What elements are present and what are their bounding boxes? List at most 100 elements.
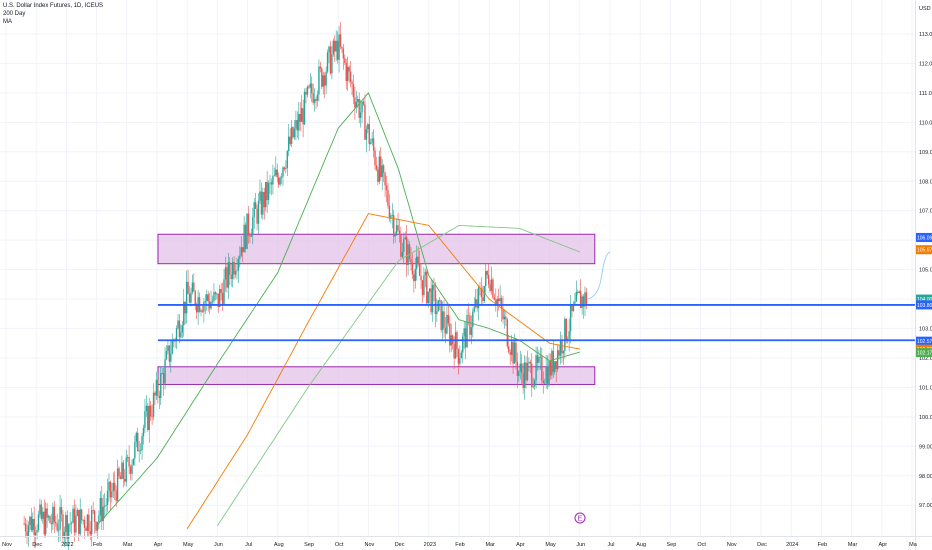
support-resistance-zones[interactable]	[157, 233, 596, 385]
candle-body	[485, 270, 487, 286]
candle-body	[204, 300, 207, 303]
horizontal-levels[interactable]	[158, 304, 915, 342]
candle-body	[368, 124, 370, 144]
candle-body	[171, 340, 173, 354]
candle-body	[49, 516, 51, 523]
chart-legend: U.S. Dollar Index Futures, 1D, ICEUS 200…	[3, 2, 103, 26]
candle-body	[162, 373, 165, 384]
candle-body	[254, 202, 257, 209]
candle-body	[37, 514, 40, 531]
candle-body	[400, 234, 402, 257]
candle-body	[137, 432, 139, 452]
candle-body	[404, 237, 406, 240]
candle-body	[213, 292, 215, 302]
time-tick-label: 2022	[61, 542, 73, 548]
candle-body	[201, 310, 204, 312]
candle-body	[421, 280, 424, 296]
candle-body	[91, 510, 93, 535]
candle-body	[83, 519, 86, 529]
candle-body	[416, 256, 418, 269]
candle-body	[332, 40, 335, 55]
candle-body	[495, 299, 497, 305]
candle-body	[487, 274, 490, 285]
candle-body	[185, 281, 188, 314]
candle-body	[308, 86, 310, 88]
candle-body	[239, 255, 241, 259]
candle-body	[457, 349, 460, 364]
candle-body	[234, 271, 237, 275]
candle-body	[398, 230, 401, 235]
candle-body	[375, 165, 378, 170]
candle-body	[500, 298, 503, 309]
candle-body	[318, 66, 320, 95]
candle-body	[519, 363, 521, 372]
price-label-text: 102.570	[917, 339, 932, 345]
candle-body	[302, 108, 304, 125]
candle-body	[221, 292, 224, 306]
candle-body	[32, 518, 34, 530]
time-tick-label: Feb	[455, 542, 464, 548]
candle-body	[585, 292, 588, 306]
candle-body	[525, 362, 527, 381]
candle-body	[555, 361, 557, 370]
candle-body	[371, 138, 373, 143]
candle-body	[98, 515, 100, 522]
candle-body	[240, 247, 242, 256]
candle-body	[521, 363, 523, 374]
candle-body	[434, 290, 437, 315]
candle-body	[420, 275, 422, 281]
candle-body	[522, 373, 524, 388]
candle-body	[561, 339, 563, 354]
candle-body	[214, 292, 217, 295]
candle-body	[342, 48, 345, 59]
time-tick-label: Mar	[485, 542, 495, 548]
candle-body	[59, 507, 61, 530]
candle-body	[220, 289, 222, 293]
candle-body	[529, 361, 532, 364]
candle-body	[328, 46, 330, 53]
event-marker[interactable]: E	[574, 512, 586, 524]
candle-body	[568, 331, 570, 339]
candle-body	[190, 292, 192, 303]
time-axis[interactable]: Nov Dec 2022 Feb Mar Apr May Jun Jul Aug Sep Oct Nov…	[0, 536, 932, 549]
candle-body	[260, 191, 263, 215]
candle-body	[178, 320, 181, 338]
candle-body	[395, 225, 398, 234]
candle-body	[288, 136, 290, 151]
candle-body	[459, 358, 461, 364]
candle-body	[536, 355, 539, 363]
candle-body	[414, 268, 416, 282]
candle-body	[295, 120, 297, 129]
time-tick-label: Feb	[93, 542, 102, 548]
candle-body	[223, 279, 225, 306]
candle-body	[325, 71, 327, 86]
candle-body	[469, 315, 471, 335]
candle-body	[413, 274, 415, 282]
candle-body	[188, 294, 191, 303]
candle-body	[149, 405, 152, 417]
candle-body	[542, 380, 544, 383]
candle-body	[167, 345, 169, 351]
candle-body	[384, 172, 386, 186]
time-tick-label: Sep	[667, 542, 677, 548]
candle-body	[79, 509, 81, 535]
price-axis[interactable]: USD 113.000 112.000 111.000 110.000 109.000 10…	[915, 0, 932, 550]
candle-body	[361, 101, 363, 113]
candle-body	[505, 316, 507, 320]
candle-body	[280, 176, 283, 178]
candle-body	[70, 522, 73, 524]
candle-body	[463, 328, 465, 337]
candle-body	[96, 521, 99, 531]
candle-body	[349, 71, 352, 82]
candle-body	[148, 405, 150, 431]
candle-body	[454, 332, 457, 359]
candle-body	[246, 213, 248, 249]
candle-body	[101, 497, 103, 522]
candle-body	[283, 167, 286, 170]
candle-body	[578, 291, 580, 293]
candle-body	[266, 181, 268, 201]
candle-body	[405, 237, 408, 266]
candle-body	[141, 436, 143, 451]
candle-body	[474, 299, 477, 307]
